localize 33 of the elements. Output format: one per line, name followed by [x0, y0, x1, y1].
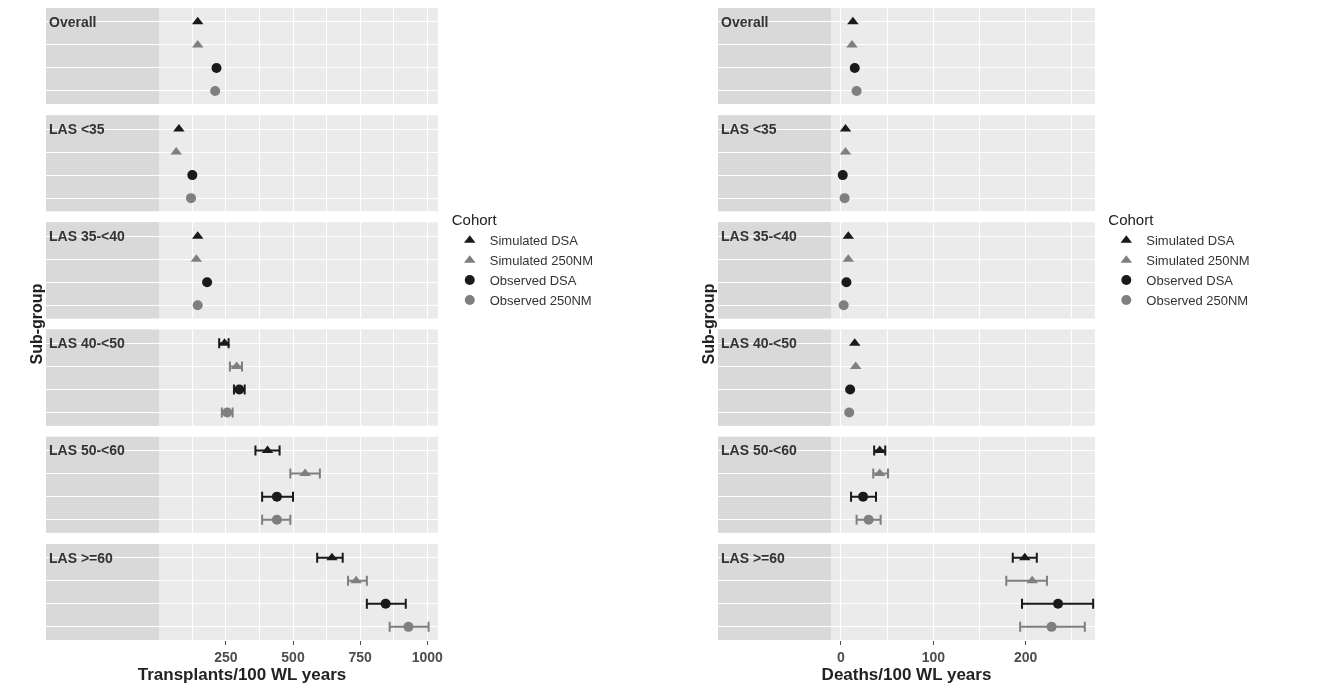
x-tick-label: 200 — [1014, 648, 1038, 665]
y-tick-label: LAS 35-<40 — [721, 228, 798, 245]
y-tick-label: Overall — [721, 13, 769, 30]
legend-label: Observed DSA — [1146, 273, 1234, 289]
x-tick-label: 0 — [836, 648, 845, 665]
x-tick-label: 500 — [281, 648, 305, 665]
y-tick-label: LAS 40-<50 — [721, 335, 798, 352]
x-tick-label: 250 — [214, 648, 238, 665]
y-tick-label: LAS 35-<40 — [49, 228, 126, 245]
legend-label: Observed 250NM — [1146, 293, 1249, 309]
legend-label: Simulated 250NM — [1146, 253, 1250, 269]
legend-label: Observed 250NM — [489, 293, 592, 309]
y-tick-label: LAS 40-<50 — [49, 335, 126, 352]
legend-label: Observed DSA — [489, 273, 577, 289]
y-tick-label: LAS >=60 — [721, 549, 786, 566]
legend-title: Cohort — [451, 211, 498, 229]
legend-label: Simulated DSA — [489, 233, 579, 249]
x-tick-label: 1000 — [411, 648, 444, 665]
x-tick-label: 100 — [921, 648, 946, 665]
y-tick-label: LAS 50-<60 — [721, 442, 798, 459]
legend-label: Simulated 250NM — [489, 253, 594, 269]
y-axis-title: Sub-group — [27, 283, 45, 365]
y-tick-label: LAS >=60 — [49, 549, 114, 566]
y-tick-label: LAS <35 — [721, 120, 777, 137]
legend-title: Cohort — [1108, 211, 1155, 229]
x-axis-title: Transplants/100 WL years — [137, 665, 347, 685]
legend-label: Simulated DSA — [1146, 233, 1235, 249]
x-axis-title: Deaths/100 WL years — [821, 665, 992, 685]
y-tick-label: LAS <35 — [49, 120, 105, 137]
y-tick-label: LAS 50-<60 — [49, 442, 126, 459]
y-tick-label: Overall — [49, 13, 97, 30]
y-axis-title: Sub-group — [699, 283, 717, 365]
x-tick-label: 750 — [348, 648, 373, 665]
